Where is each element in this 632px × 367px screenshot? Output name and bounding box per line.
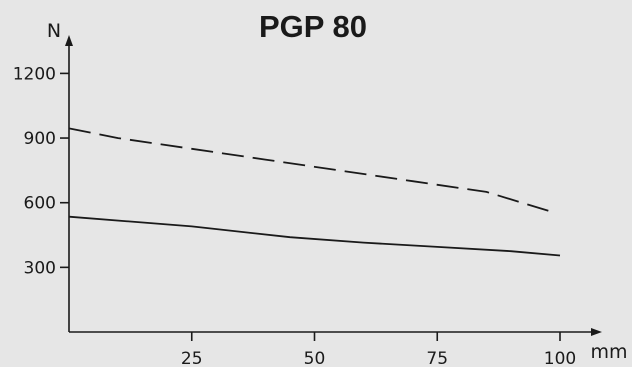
x-tick-label-50: 50 [304,349,326,367]
axes [65,35,602,336]
x-tick-label-100: 100 [544,349,576,367]
x-axis-label: mm [590,341,627,363]
y-axis-arrow [65,35,73,46]
x-tick-label-75: 75 [426,349,448,367]
y-tick-label-600: 600 [24,194,56,214]
x-tick-label-25: 25 [181,349,203,367]
y-axis-label: N [47,20,61,42]
chart-title: PGP 80 [259,9,367,44]
y-tick-label-1200: 1200 [13,64,56,84]
y-tick-label-900: 900 [24,129,56,149]
x-axis-arrow [591,328,602,336]
dashed-series-line [68,127,551,213]
ticks: 300 600 900 1200 25 50 75 100 [13,64,576,367]
solid-series-line [68,215,561,257]
y-tick-label-300: 300 [24,258,56,278]
series-lines [68,127,561,257]
